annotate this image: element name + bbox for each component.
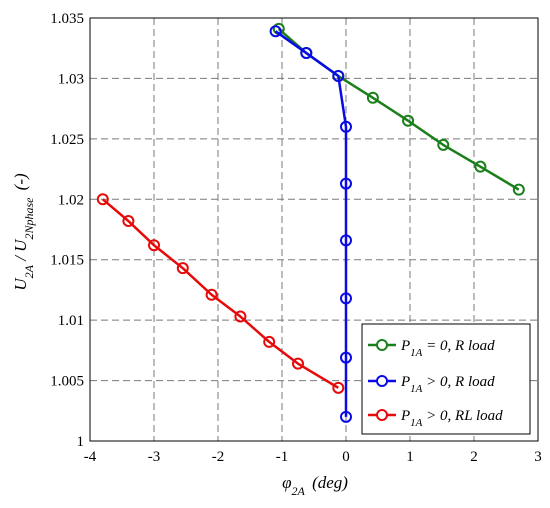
x-tick-label: -3 [148,449,161,465]
legend-marker-red [376,409,388,421]
x-tick-label: 2 [470,449,478,465]
legend: P1A = 0, R load P1A > 0, R load P1A > 0,… [361,323,531,435]
data-point [205,288,218,301]
y-tick-label: 1 [77,434,85,450]
data-point [269,25,282,38]
data-point [332,381,345,394]
y-tick-label: 1.01 [58,313,84,329]
legend-marker-blue [376,375,388,387]
data-point [512,183,525,196]
series-2 [96,193,345,394]
y-tick-label: 1.02 [58,192,84,208]
series-line [277,27,520,191]
x-tick-label: 0 [342,449,350,465]
x-axis-label-main: φ [282,473,291,492]
data-point [402,114,415,127]
legend-entry-green: P1A = 0, R load [368,338,495,359]
data-point [340,292,352,305]
series-line [101,198,339,389]
data-point [437,138,450,151]
y-tick-labels: 1 1.005 1.01 1.015 1.02 1.025 1.03 1.035 [50,11,84,450]
y-axis-label-unit: (-) [11,173,30,195]
x-tick-label: -2 [212,449,225,465]
data-point [340,234,352,247]
y-tick-label: 1.035 [50,11,84,27]
data-point [300,47,313,60]
series-layer [96,22,525,423]
grid-lines [90,18,538,441]
legend-entry-blue: P1A > 0, R load [368,374,495,395]
data-point [148,239,160,252]
x-axis-label-unit: (deg) [308,473,348,492]
y-axis-label-sub2: 2Nphase [22,197,36,240]
legend-label-green: P1A = 0, R load [400,338,495,359]
data-point [234,310,247,323]
data-point [176,262,189,275]
x-axis-label-sub: 2A [291,484,305,498]
y-tick-label: 1.03 [58,71,84,87]
series-0 [272,22,525,196]
x-tick-label: 3 [534,449,542,465]
plot-frame [89,17,539,442]
legend-label-blue: P1A > 0, R load [400,374,495,395]
y-tick-label: 1.015 [50,253,84,269]
x-axis-label: φ2A (deg) [282,473,348,498]
legend-label-red: P1A > 0, RL load [400,408,503,429]
y-axis-label: U2A / U2Nphase (-) [11,173,36,291]
series-1 [269,25,352,423]
data-point [366,91,379,104]
data-point [292,357,304,370]
data-point [122,215,135,228]
data-point [340,351,352,364]
data-point [96,193,109,206]
legend-entry-red: P1A > 0, RL load [368,408,503,429]
data-point [474,160,487,173]
x-tick-label: 1 [406,449,414,465]
y-axis-label-u1: U [11,277,30,291]
data-point [263,335,276,348]
data-point [340,410,352,423]
data-point [340,177,352,190]
data-point [340,120,352,133]
x-tick-label: -1 [276,449,289,465]
x-tick-label: -4 [84,449,97,465]
x-tick-labels: -4 -3 -2 -1 0 1 2 3 [84,449,542,465]
y-tick-label: 1.025 [50,132,84,148]
y-tick-label: 1.005 [50,374,84,390]
legend-marker-green [376,339,388,351]
series-line [274,30,348,417]
y-axis-label-sub1: 2A [22,264,36,278]
y-axis-label-mid: / U [11,238,30,265]
data-point [332,70,345,83]
